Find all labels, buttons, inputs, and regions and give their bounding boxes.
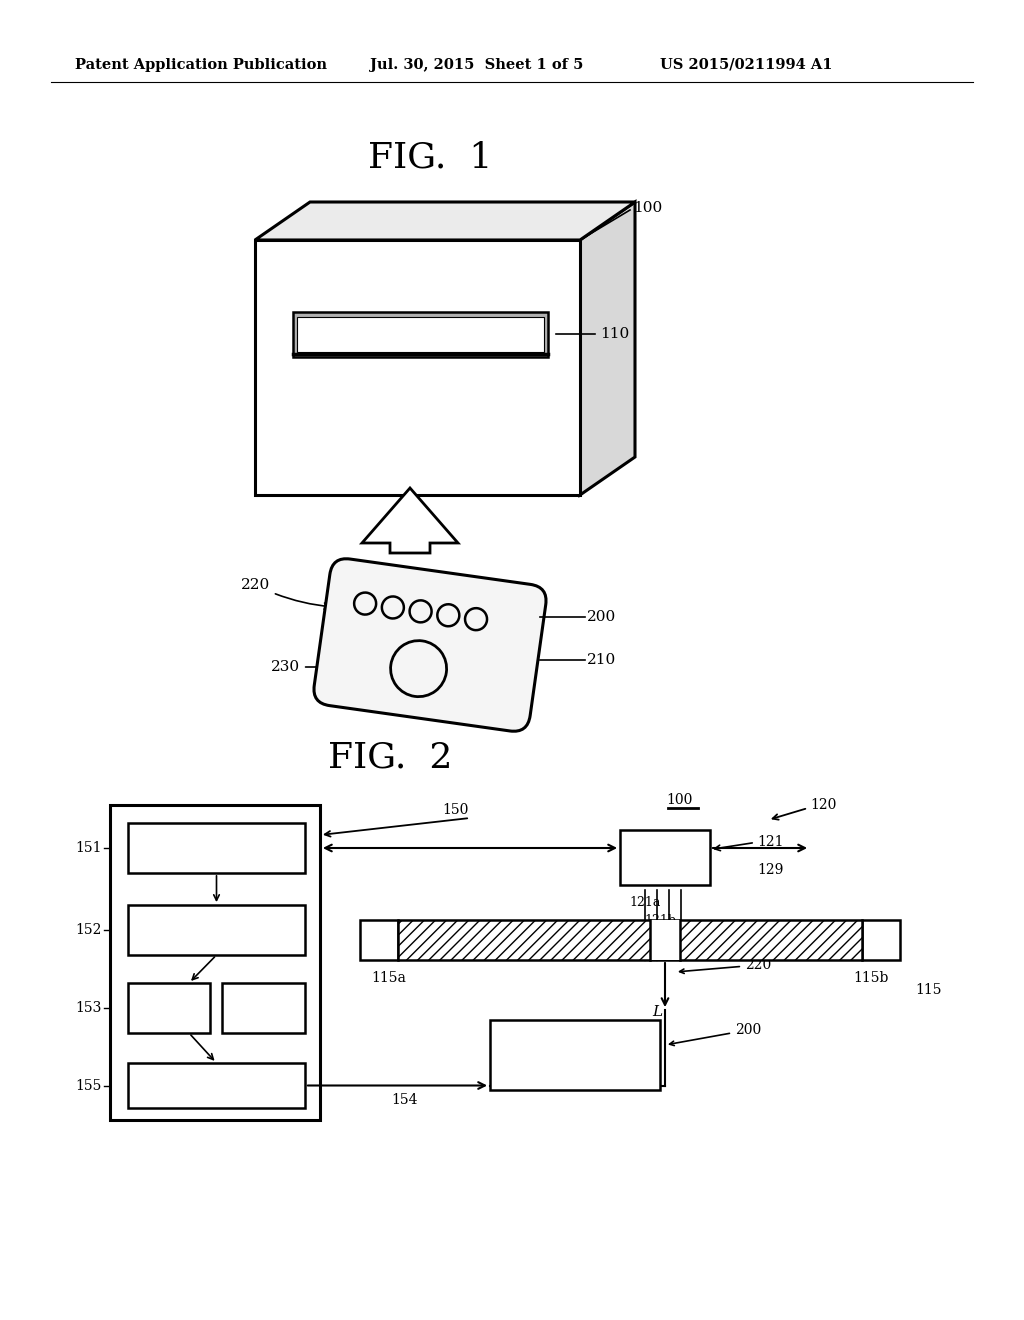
Text: FIG.  1: FIG. 1 [368, 141, 493, 176]
Text: 154: 154 [392, 1093, 418, 1107]
Polygon shape [362, 488, 458, 553]
Polygon shape [580, 202, 635, 495]
Text: 121b: 121b [644, 913, 676, 927]
Text: 120: 120 [810, 799, 837, 812]
Bar [650, 920, 680, 960]
Text: 121: 121 [757, 836, 783, 850]
Text: CPU: CPU [154, 1001, 184, 1015]
Text: 129: 129 [757, 862, 783, 876]
Text: 220: 220 [680, 958, 771, 973]
Bar [297, 317, 544, 352]
Text: 110: 110 [600, 327, 630, 341]
Bar [293, 312, 548, 356]
Text: Driving unit: Driving unit [174, 841, 259, 855]
Text: Display unit: Display unit [174, 1078, 259, 1093]
Text: 151: 151 [76, 841, 102, 855]
Bar [128, 1063, 305, 1107]
Text: FIG.  2: FIG. 2 [328, 741, 453, 774]
FancyBboxPatch shape [314, 558, 546, 731]
Text: 200: 200 [670, 1023, 761, 1045]
Text: 230: 230 [271, 660, 395, 675]
Text: 115a: 115a [372, 972, 407, 985]
Text: 100: 100 [633, 201, 663, 215]
Text: 200: 200 [587, 610, 616, 624]
Text: Memory: Memory [234, 1001, 293, 1015]
Text: 125: 125 [562, 1048, 588, 1063]
Polygon shape [255, 240, 580, 495]
Text: 152: 152 [76, 923, 102, 937]
Bar [128, 983, 210, 1034]
Text: L: L [652, 1005, 663, 1019]
Bar [862, 920, 900, 960]
Text: 220: 220 [241, 578, 331, 609]
Bar [128, 822, 305, 873]
Bar [620, 830, 710, 884]
Bar [128, 906, 305, 954]
Text: 150: 150 [441, 803, 468, 817]
Bar [222, 983, 305, 1034]
Text: Patent Application Publication: Patent Application Publication [75, 58, 327, 73]
Text: 115: 115 [915, 983, 941, 997]
Text: 100: 100 [667, 793, 693, 807]
Text: 210: 210 [587, 653, 616, 667]
Text: 155: 155 [76, 1078, 102, 1093]
Text: Operation processor: Operation processor [144, 923, 289, 937]
Text: US 2015/0211994 A1: US 2015/0211994 A1 [660, 58, 833, 73]
Bar [110, 805, 319, 1119]
Bar [398, 920, 862, 960]
Text: 115b: 115b [853, 972, 889, 985]
Bar [490, 1020, 660, 1090]
Bar [360, 920, 398, 960]
Text: Jul. 30, 2015  Sheet 1 of 5: Jul. 30, 2015 Sheet 1 of 5 [370, 58, 584, 73]
Polygon shape [255, 202, 635, 240]
Text: 121a: 121a [630, 896, 660, 909]
Text: 153: 153 [76, 1001, 102, 1015]
